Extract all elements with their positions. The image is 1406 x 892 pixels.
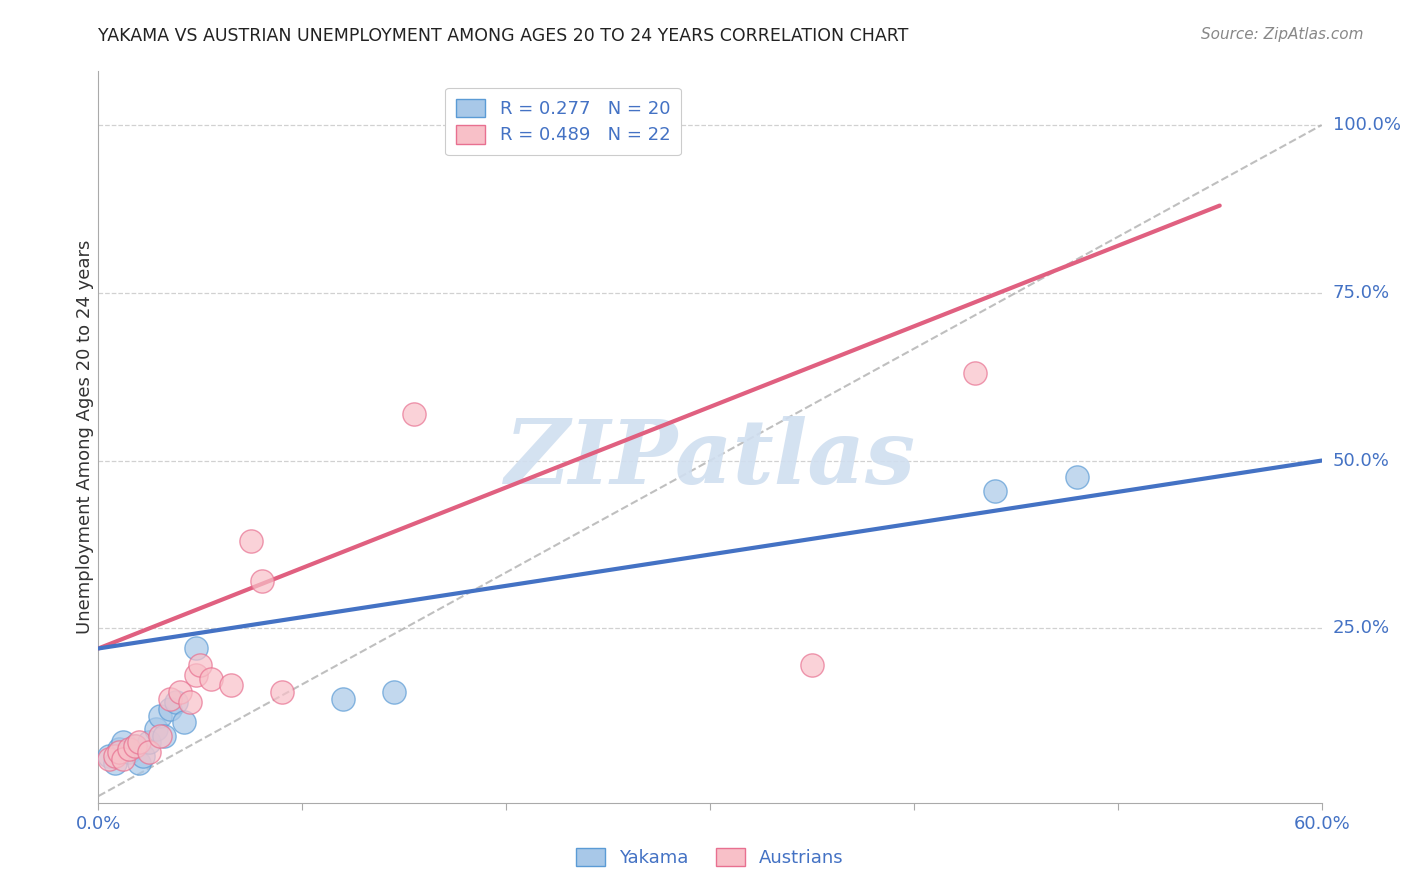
Point — [149, 708, 172, 723]
Point — [332, 691, 354, 706]
Point — [132, 748, 155, 763]
Point — [188, 658, 212, 673]
Point — [801, 658, 824, 673]
Point — [159, 702, 181, 716]
Point — [984, 483, 1007, 498]
Text: Source: ZipAtlas.com: Source: ZipAtlas.com — [1201, 27, 1364, 42]
Point — [404, 407, 426, 421]
Point — [97, 748, 120, 763]
Point — [965, 367, 987, 381]
Point — [200, 672, 222, 686]
Point — [118, 742, 141, 756]
Point — [159, 691, 181, 706]
Point — [169, 685, 191, 699]
Point — [382, 685, 405, 699]
Point — [108, 742, 131, 756]
Point — [240, 534, 263, 549]
Point — [179, 695, 201, 709]
Y-axis label: Unemployment Among Ages 20 to 24 years: Unemployment Among Ages 20 to 24 years — [76, 240, 94, 634]
Point — [270, 685, 294, 699]
Legend: Yakama, Austrians: Yakama, Austrians — [569, 840, 851, 874]
Point — [124, 739, 146, 753]
Point — [250, 574, 273, 589]
Text: YAKAMA VS AUSTRIAN UNEMPLOYMENT AMONG AGES 20 TO 24 YEARS CORRELATION CHART: YAKAMA VS AUSTRIAN UNEMPLOYMENT AMONG AG… — [98, 27, 908, 45]
Point — [104, 756, 127, 770]
Point — [118, 746, 141, 760]
Point — [145, 722, 167, 736]
Point — [128, 756, 150, 770]
Point — [219, 678, 242, 692]
Point — [138, 746, 160, 760]
Point — [173, 715, 195, 730]
Point — [149, 729, 172, 743]
Point — [165, 695, 187, 709]
Text: 25.0%: 25.0% — [1333, 619, 1391, 637]
Point — [111, 735, 134, 749]
Point — [186, 641, 208, 656]
Point — [138, 735, 160, 749]
Point — [97, 752, 120, 766]
Text: 75.0%: 75.0% — [1333, 284, 1391, 301]
Text: 100.0%: 100.0% — [1333, 116, 1400, 134]
Point — [108, 746, 131, 760]
Text: ZIPatlas: ZIPatlas — [505, 416, 915, 502]
Point — [1066, 470, 1088, 484]
Point — [124, 739, 146, 753]
Point — [111, 752, 134, 766]
Point — [128, 735, 150, 749]
Point — [186, 668, 208, 682]
Point — [152, 729, 174, 743]
Text: 50.0%: 50.0% — [1333, 451, 1389, 469]
Point — [104, 748, 127, 763]
